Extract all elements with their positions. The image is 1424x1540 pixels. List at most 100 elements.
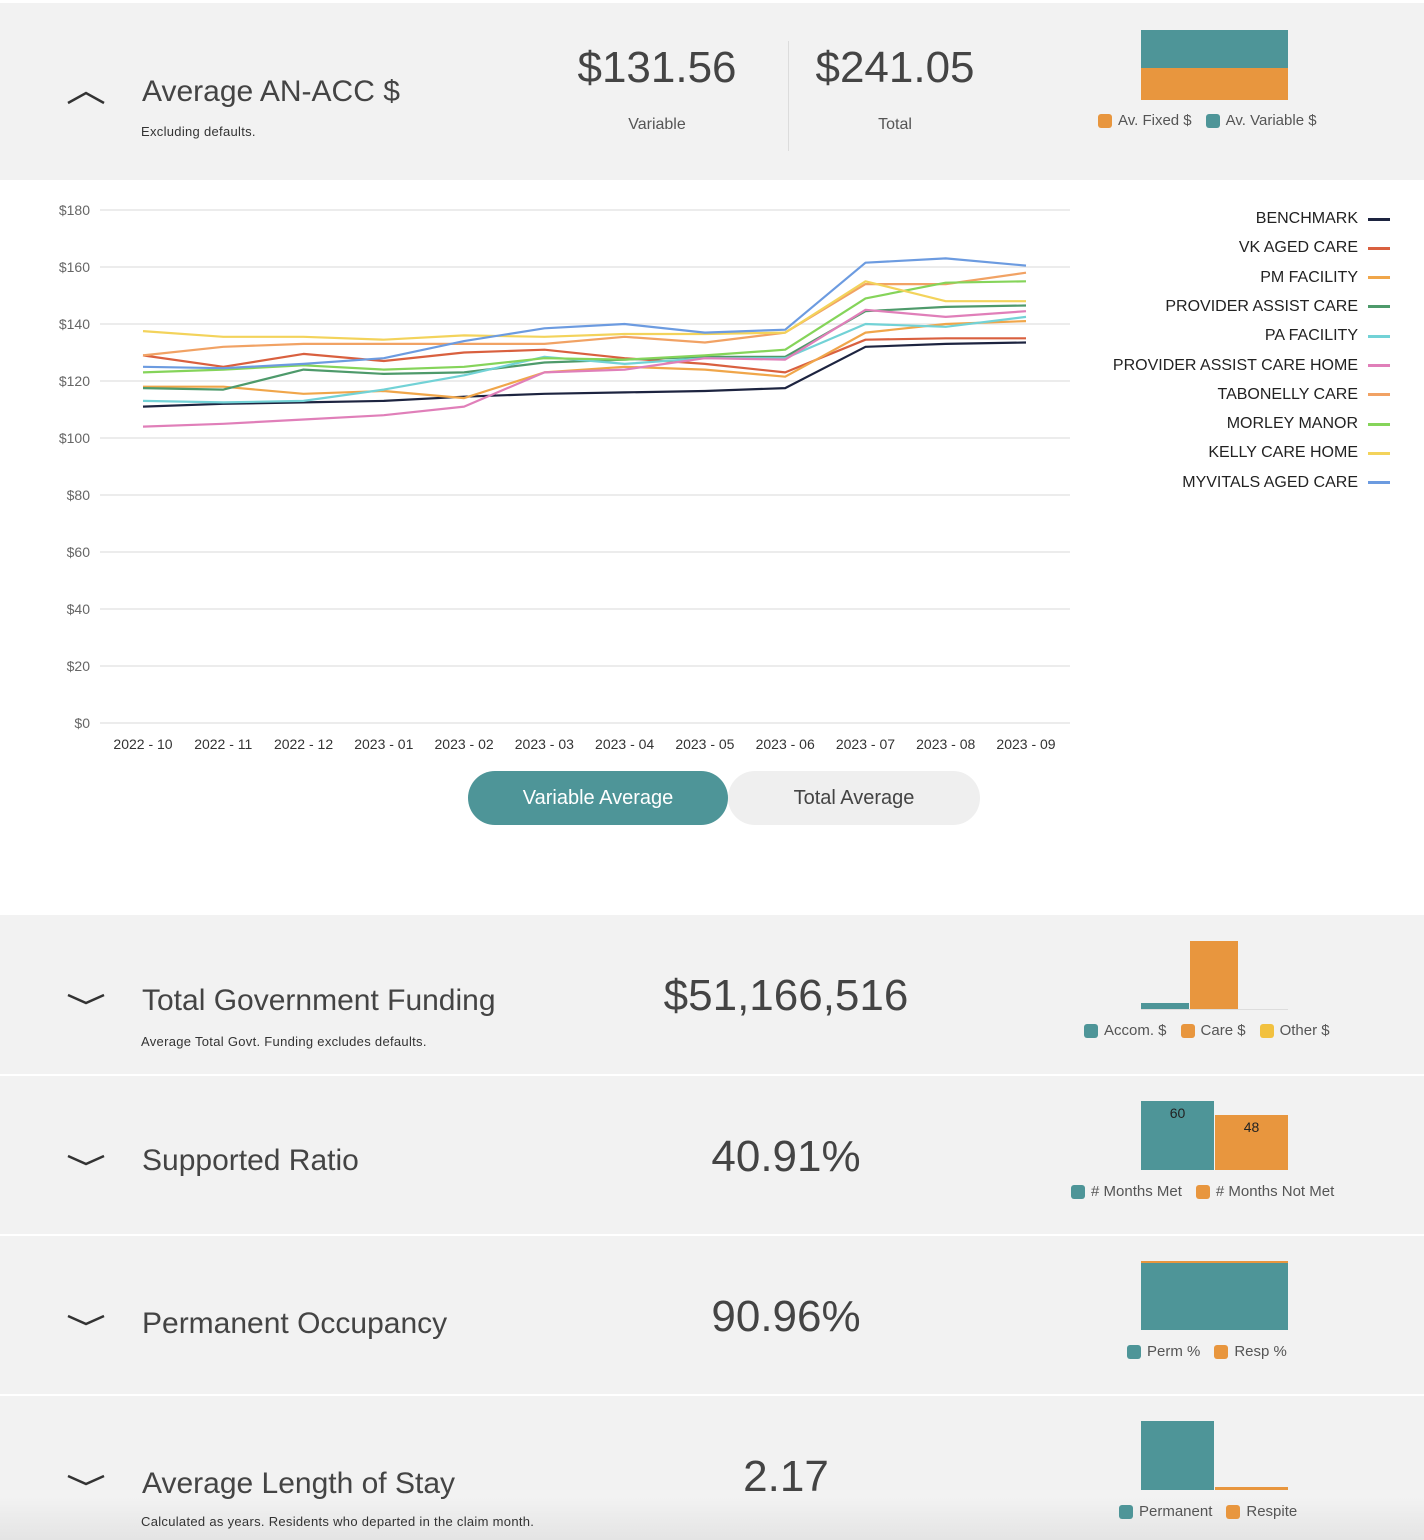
y-tick-label: $100 [59, 430, 90, 446]
section-divider [0, 1234, 1424, 1236]
anacc-line-chart-area: $0 $20 $40 $60 $80 $100 $120 $140 $160 $180 2022 -… [0, 180, 1424, 913]
legend-label: Av. Fixed $ [1118, 112, 1192, 129]
x-tick-label: 2023 - 09 [996, 736, 1055, 752]
chevron-down-icon[interactable] [64, 989, 108, 1009]
section-divider [0, 1074, 1424, 1076]
swatch-icon [1214, 1344, 1229, 1359]
swatch-icon [1259, 1023, 1274, 1038]
legend-label: Respite [1246, 1503, 1298, 1520]
legend-line-icon [1368, 334, 1390, 338]
y-tick-label: $120 [59, 373, 90, 389]
legend-line-icon [1368, 451, 1390, 455]
legend-item[interactable]: PROVIDER ASSIST CARE [1165, 298, 1390, 316]
stay-mini-legend: Permanent Respite [1119, 1503, 1297, 1520]
legend-label: # Months Met [1091, 1183, 1182, 1200]
legend-item: Perm % [1127, 1343, 1200, 1360]
y-tick-label: $80 [67, 487, 91, 503]
y-tick-label: $60 [67, 544, 91, 560]
chevron-down-icon[interactable] [64, 1150, 108, 1170]
legend-item[interactable]: MYVITALS AGED CARE [1182, 474, 1390, 492]
x-tick-label: 2023 - 06 [756, 736, 815, 752]
supported-mini-legend: # Months Met # Months Not Met [1071, 1183, 1334, 1200]
legend-label: Other $ [1279, 1022, 1330, 1039]
x-tick-label: 2022 - 12 [274, 736, 333, 752]
legend-item[interactable]: KELLY CARE HOME [1208, 444, 1390, 462]
legend-item[interactable]: PA FACILITY [1265, 327, 1390, 345]
legend-line-icon [1368, 246, 1390, 250]
occupancy-mini-chart [1141, 1261, 1288, 1330]
bar-permanent [1141, 1421, 1214, 1490]
legend-line-icon [1368, 481, 1390, 485]
series-line [142, 315, 1027, 404]
legend-label: TABONELLY CARE [1217, 385, 1359, 403]
stay-value: 2.17 [743, 1452, 829, 1501]
section-divider [0, 913, 1424, 915]
legend-label: Accom. $ [1104, 1022, 1167, 1039]
chevron-down-icon[interactable] [64, 1310, 108, 1330]
funding-value: $51,166,516 [663, 971, 909, 1020]
value-divider [788, 41, 789, 151]
legend-item: Resp % [1214, 1343, 1287, 1360]
bar-segment-fixed [1141, 68, 1288, 100]
legend-item[interactable]: PM FACILITY [1260, 269, 1390, 287]
legend-label: Care $ [1200, 1022, 1246, 1039]
legend-label: PROVIDER ASSIST CARE [1165, 297, 1358, 315]
supported-value: 40.91% [711, 1132, 861, 1181]
x-tick-label: 2023 - 05 [675, 736, 734, 752]
funding-subtitle: Average Total Govt. Funding excludes def… [141, 1034, 427, 1049]
anacc-variable-value: $131.56 [577, 43, 737, 92]
anacc-mini-legend: Av. Fixed $ Av. Variable $ [1098, 112, 1317, 129]
chevron-up-icon[interactable] [64, 87, 108, 107]
legend-item: Permanent [1119, 1503, 1212, 1520]
y-tick-label: $160 [59, 259, 90, 275]
chevron-down-icon[interactable] [64, 1470, 108, 1490]
swatch-icon [1205, 113, 1220, 128]
series-line [142, 280, 1026, 341]
funding-mini-legend: Accom. $ Care $ Other $ [1084, 1022, 1330, 1039]
legend-line-icon [1368, 393, 1390, 397]
anacc-total-value: $241.05 [815, 43, 975, 92]
bar-accom [1141, 1003, 1189, 1009]
bar-segment-resp [1141, 1261, 1288, 1263]
series-line [142, 271, 1027, 357]
variable-average-toggle[interactable]: Variable Average [468, 771, 728, 825]
stay-subtitle: Calculated as years. Residents who depar… [141, 1514, 535, 1529]
legend-label: Resp % [1234, 1343, 1287, 1360]
legend-item[interactable]: TABONELLY CARE [1217, 385, 1390, 404]
legend-item[interactable]: MORLEY MANOR [1227, 415, 1390, 433]
occupancy-value: 90.96% [711, 1292, 861, 1341]
legend-line-icon [1368, 276, 1390, 280]
series-line [142, 337, 1026, 374]
x-tick-label: 2023 - 02 [435, 736, 494, 752]
legend-item: Other $ [1259, 1022, 1330, 1039]
swatch-icon [1180, 1023, 1195, 1038]
funding-title: Total Government Funding [142, 984, 496, 1017]
stay-title: Average Length of Stay [142, 1467, 456, 1500]
total-average-toggle[interactable]: Total Average [728, 771, 980, 825]
legend-item: Respite [1226, 1503, 1297, 1520]
x-tick-label: 2023 - 01 [354, 736, 413, 752]
bar-value-label: 60 [1169, 1105, 1186, 1121]
x-tick-label: 2022 - 11 [194, 736, 252, 752]
legend-label: KELLY CARE HOME [1208, 444, 1358, 462]
supported-panel: Supported Ratio 40.91% 60 48 # Months Me… [0, 1076, 1424, 1234]
anacc-mini-chart [1141, 30, 1288, 100]
legend-item[interactable]: BENCHMARK [1256, 210, 1390, 228]
legend-item[interactable]: PROVIDER ASSIST CARE HOME [1113, 357, 1390, 375]
legend-item: Av. Variable $ [1205, 112, 1317, 129]
legend-item: Accom. $ [1084, 1022, 1167, 1039]
legend-item[interactable]: VK AGED CARE [1239, 239, 1390, 257]
funding-panel: Total Government Funding Average Total G… [0, 915, 1424, 1074]
bar-months-met: 60 [1141, 1101, 1214, 1170]
series-line [142, 304, 1027, 391]
series-line [142, 280, 1027, 374]
legend-label: MORLEY MANOR [1226, 415, 1358, 433]
stay-mini-chart [1141, 1421, 1288, 1490]
legend-label: PROVIDER ASSIST CARE HOME [1112, 356, 1358, 374]
bar-months-not-met: 48 [1215, 1115, 1288, 1170]
section-divider [0, 1394, 1424, 1396]
bar-care [1190, 941, 1238, 1009]
legend-label: # Months Not Met [1215, 1183, 1335, 1200]
y-tick-label: $20 [67, 658, 91, 674]
bar-segment-variable [1141, 30, 1288, 68]
